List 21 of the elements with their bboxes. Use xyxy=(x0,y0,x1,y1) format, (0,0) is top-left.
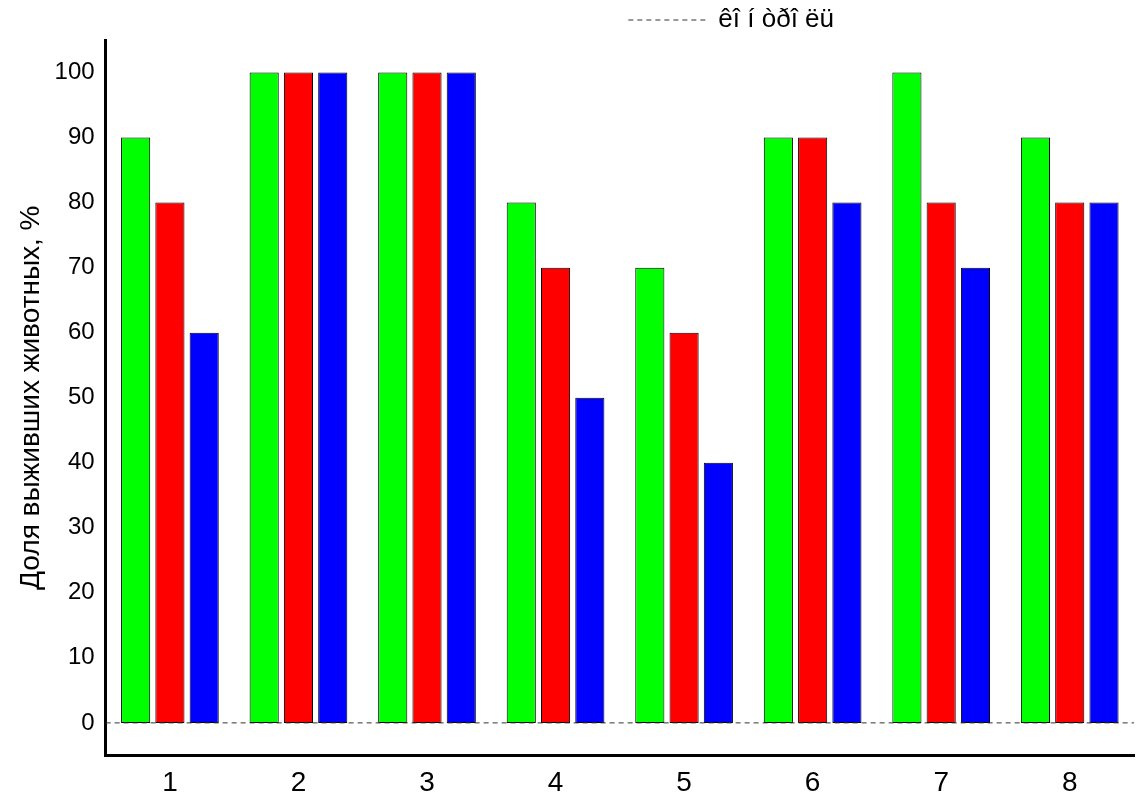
x-tick-label: 2 xyxy=(290,765,307,797)
x-tick-label: 4 xyxy=(547,765,564,797)
y-tick-label: 90 xyxy=(67,122,95,150)
x-tick-label: 6 xyxy=(804,765,821,797)
y-tick-label: 40 xyxy=(67,447,95,475)
y-axis-title: Доля выживших животных, % xyxy=(13,205,45,590)
x-tick-label: 7 xyxy=(933,765,949,797)
legend-label: êî í òðî ëü xyxy=(718,3,835,34)
x-tick-label: 8 xyxy=(1061,765,1078,797)
y-tick-label: 0 xyxy=(81,707,95,735)
y-tick-label: 10 xyxy=(67,642,95,670)
y-tick-label: 80 xyxy=(67,187,95,215)
x-tick-label: 5 xyxy=(676,765,692,797)
y-tick-label: 60 xyxy=(67,317,95,345)
x-tick-label: 3 xyxy=(419,765,435,797)
y-tick-label: 20 xyxy=(67,577,95,605)
y-tick-label: 70 xyxy=(67,252,95,280)
y-tick-label: 50 xyxy=(67,382,95,410)
y-tick-label: 30 xyxy=(67,512,95,540)
y-tick-label: 100 xyxy=(54,57,95,85)
x-tick-label: 1 xyxy=(162,765,178,797)
